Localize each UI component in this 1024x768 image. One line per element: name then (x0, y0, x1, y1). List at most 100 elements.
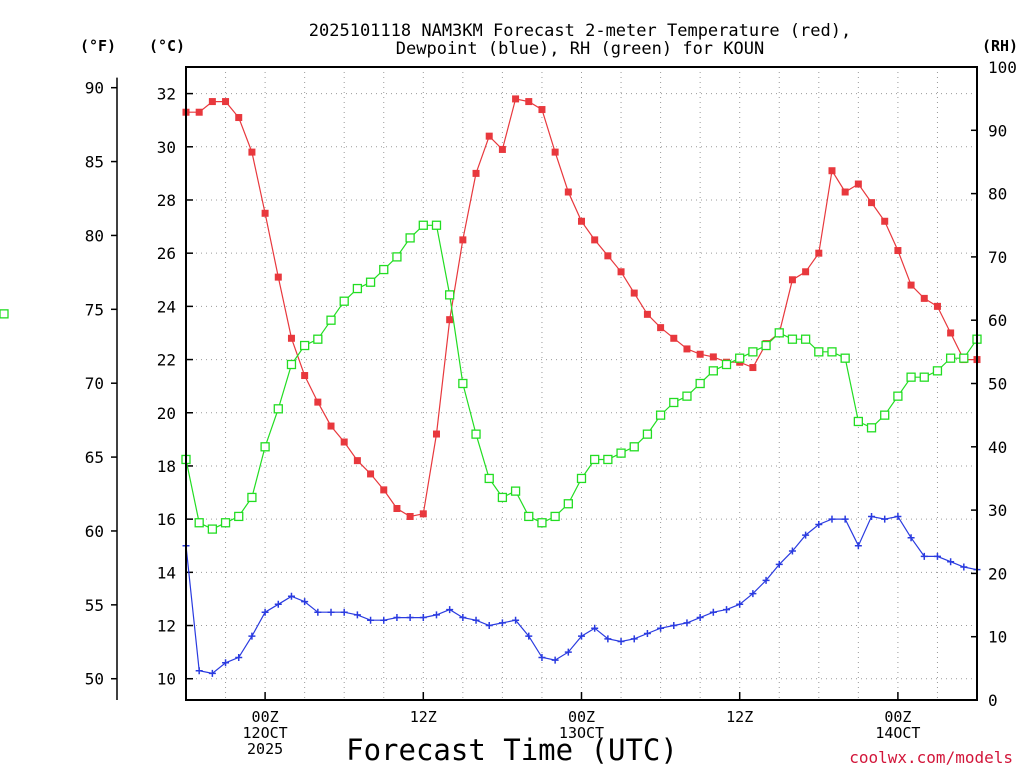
2-meter-temperature-point (933, 302, 941, 310)
chart-title-line-2: Dewpoint (blue), RH (green) for KOUN (396, 39, 764, 59)
time-tick-label: 13OCT (559, 724, 604, 742)
rh-point (0, 309, 9, 319)
dewpoint-point (446, 606, 454, 614)
celsius-tick-label: 16 (157, 510, 176, 529)
dewpoint-point (762, 576, 770, 584)
rh-point (220, 518, 231, 528)
rh-point (352, 283, 363, 294)
dewpoint-point (868, 512, 876, 520)
fahrenheit-tick-label: 55 (85, 596, 104, 615)
dewpoint-point (578, 632, 585, 640)
rh-point (365, 277, 376, 287)
2-meter-temperature-point (274, 273, 282, 281)
rh-point (431, 220, 442, 230)
rh-series (0, 220, 982, 534)
dewpoint-point (670, 622, 678, 630)
2-meter-temperature-point (459, 236, 467, 244)
time-tick-label: 14OCT (875, 724, 920, 742)
rh-tick-label: 70 (988, 248, 1007, 267)
2-meter-temperature-point (868, 199, 876, 207)
dewpoint-line (185, 515, 978, 675)
dewpoint-point (736, 600, 744, 608)
rh-point (642, 429, 653, 439)
fahrenheit-tick-label: 75 (85, 300, 104, 319)
2-meter-temperature-point (538, 106, 546, 114)
2-meter-temperature-point (419, 510, 427, 518)
2-meter-temperature-point (630, 289, 638, 297)
rh-point (616, 448, 626, 458)
dewpoint-point (208, 669, 216, 677)
rh-tick-label: 20 (988, 564, 1007, 583)
rh-point (234, 511, 244, 522)
dewpoint-point (775, 560, 783, 568)
dewpoint-point (485, 622, 493, 630)
dewpoint-point (367, 616, 375, 624)
2-meter-temperature-point (907, 281, 915, 289)
time-tick-label: 12OCT (243, 724, 288, 742)
2-meter-temperature-point (235, 114, 243, 122)
x-axis-title: Forecast Time (UTC) (346, 733, 678, 767)
2-meter-temperature-point (314, 398, 322, 406)
2-meter-temperature-point (446, 316, 454, 324)
rh-point (194, 518, 204, 528)
rh-tick-label: 80 (988, 185, 1007, 204)
dewpoint-point (630, 635, 638, 643)
dewpoint-point (749, 590, 757, 598)
rh-point (708, 366, 718, 376)
dewpoint-point (222, 659, 230, 667)
rh-axis: 0 10 20 30 40 50 60 70 80 90 100 (971, 58, 1017, 710)
2-meter-temperature-point (749, 364, 757, 372)
2-meter-temperature-point (432, 430, 440, 438)
rh-point (748, 347, 758, 357)
rh-tick-label: 0 (988, 691, 998, 710)
fahrenheit-tick-label: 65 (85, 448, 104, 467)
rh-point (655, 410, 666, 420)
2-meter-temperature-point (920, 294, 928, 302)
dewpoint-point (274, 600, 282, 608)
rh-point (695, 378, 705, 389)
rh-point (445, 290, 455, 300)
dewpoint-series (182, 512, 981, 677)
2-meter-temperature-series (182, 95, 981, 520)
series-layer (0, 95, 982, 677)
rh-point (906, 372, 916, 382)
dewpoint-point (551, 656, 559, 664)
2-meter-temperature-point (222, 98, 230, 106)
rh-tick-label: 30 (988, 501, 1007, 520)
2-meter-temperature-point (788, 276, 796, 284)
2-meter-temperature-point (947, 329, 955, 337)
rh-point (379, 264, 389, 275)
dewpoint-point (287, 592, 295, 600)
rh-point (880, 410, 890, 420)
rh-point (286, 359, 297, 370)
fahrenheit-unit-label: (°F) (80, 37, 116, 55)
fahrenheit-axis: 50 55 60 65 70 75 80 85 90 (85, 77, 118, 700)
rh-point (510, 486, 521, 496)
dewpoint-point (696, 614, 704, 622)
dewpoint-point (604, 635, 612, 643)
celsius-tick-label: 28 (157, 191, 176, 210)
rh-point (919, 372, 929, 382)
2-meter-temperature-point (564, 188, 572, 196)
2-meter-temperature-point (512, 95, 520, 103)
rh-point (563, 499, 573, 509)
rh-point (735, 353, 745, 363)
2-meter-temperature-point (472, 169, 480, 177)
dewpoint-point (432, 611, 440, 619)
rh-point (497, 492, 508, 503)
celsius-tick-label: 30 (157, 138, 176, 157)
time-tick-label: 2025 (247, 740, 283, 758)
dewpoint-point (327, 608, 335, 616)
rh-point (840, 353, 850, 363)
credit-label: coolwx.com/models (849, 748, 1013, 767)
rh-tick-label: 10 (988, 628, 1007, 647)
dewpoint-point (380, 616, 388, 624)
dewpoint-point (353, 611, 361, 619)
2-meter-temperature-point (696, 350, 704, 358)
fahrenheit-tick-label: 80 (85, 226, 104, 245)
time-tick-label: 00Z (884, 708, 911, 726)
2-meter-temperature-point (485, 132, 493, 140)
2-meter-temperature-point (406, 512, 414, 520)
dewpoint-point (617, 637, 625, 645)
